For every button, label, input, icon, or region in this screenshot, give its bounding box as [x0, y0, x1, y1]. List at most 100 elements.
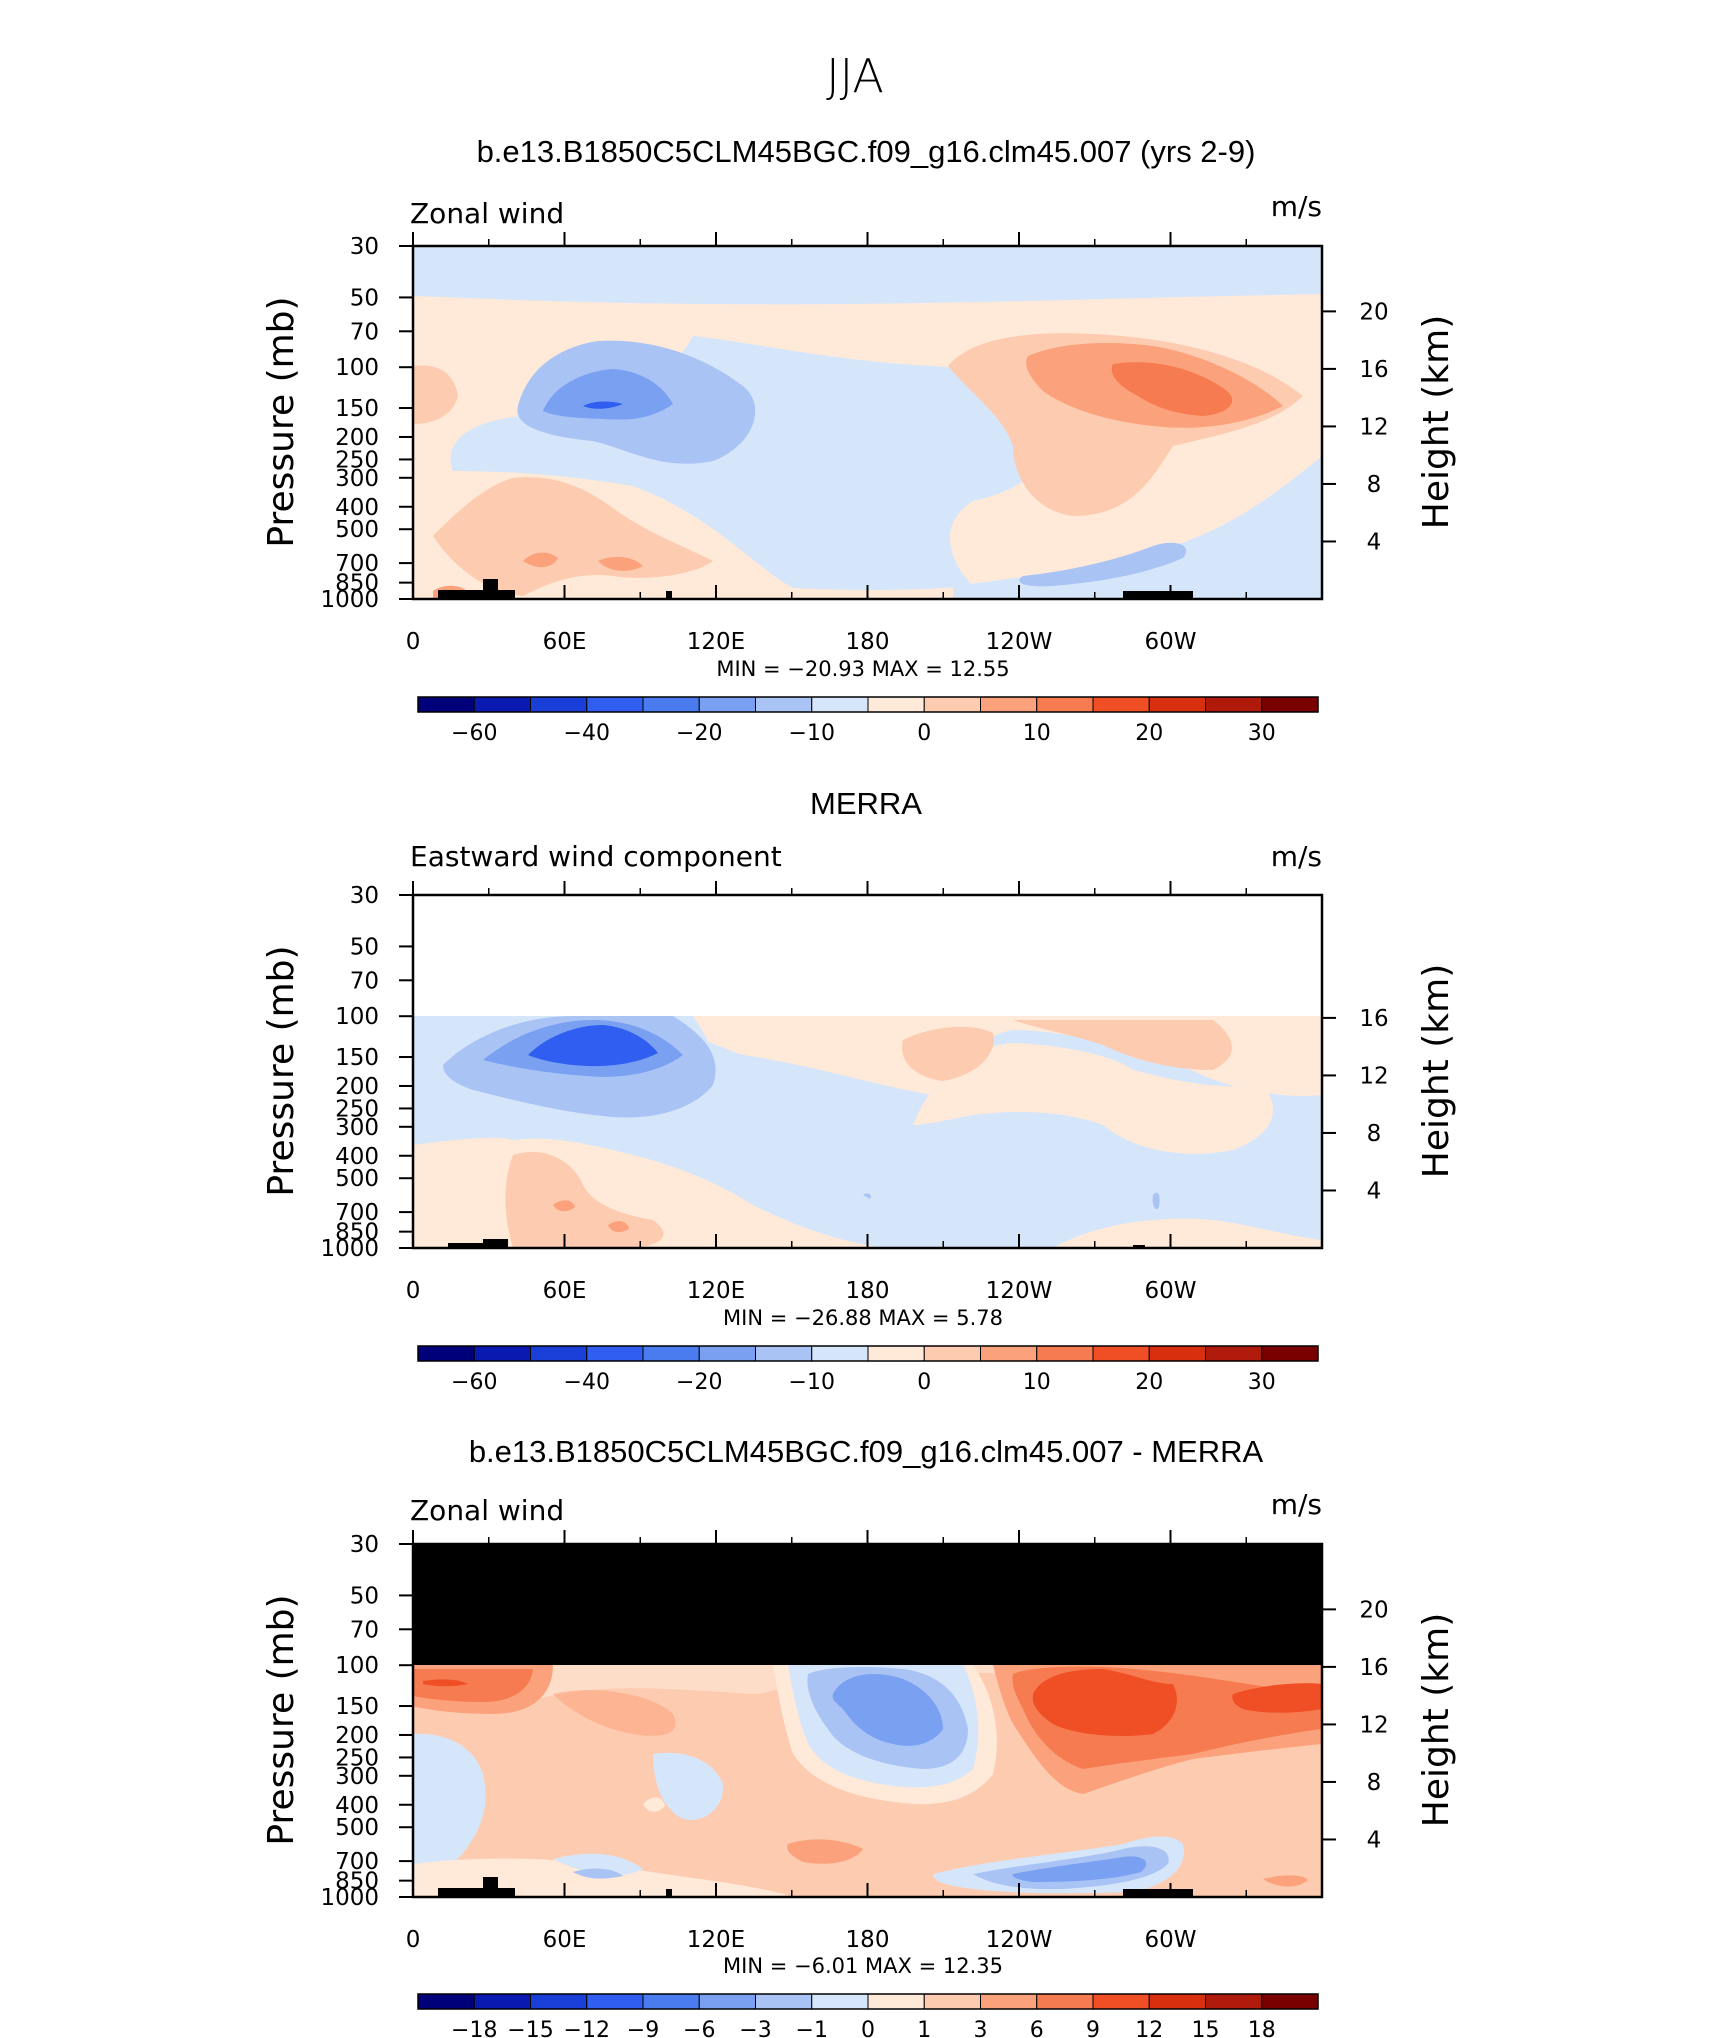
colorbar-swatch: [1092, 696, 1150, 713]
height-axis: 16 12 8 4: [1322, 1006, 1389, 1204]
colorbar-swatch: [867, 1993, 925, 2010]
colorbar: −60 −40 −20 −10 0 10 20 30: [417, 696, 1319, 746]
y-tick-label: 70: [350, 1617, 379, 1643]
colorbar-label: −10: [789, 721, 835, 746]
colorbar: −60 −40 −20 −10 0 10 20 30: [417, 1345, 1319, 1395]
x-tick-label: 60E: [543, 1278, 587, 1304]
colorbar-label: 18: [1248, 2018, 1276, 2038]
colorbar-label: 20: [1135, 721, 1163, 746]
colorbar-swatch: [755, 1345, 813, 1362]
colorbar-label: −20: [676, 1370, 722, 1395]
colorbar-label: 9: [1086, 2018, 1100, 2038]
contour-field: [413, 246, 1322, 599]
colorbar-swatch: [1261, 1993, 1319, 2010]
y-tick-label: 850: [335, 1869, 379, 1895]
x-tick-label: 180: [846, 629, 890, 655]
y-tick-label: 400: [335, 1793, 379, 1819]
variable-label: Zonal wind: [410, 197, 564, 230]
units-label: m/s: [1271, 840, 1322, 873]
y-tick-label: 1000: [320, 1885, 379, 1911]
colorbar-swatch: [1036, 696, 1094, 713]
colorbar-swatch: [473, 1993, 531, 2010]
colorbar-swatch: [1205, 696, 1263, 713]
y-tick-label: 850: [335, 1220, 379, 1246]
x-tick-label: 0: [406, 1278, 421, 1304]
stats-label: MIN = −20.93 MAX = 12.55: [716, 657, 1009, 681]
colorbar-swatch: [417, 1345, 475, 1362]
colorbar-swatch: [811, 696, 869, 713]
panel-title: b.e13.B1850C5CLM45BGC.f09_g16.clm45.007 …: [469, 1434, 1264, 1469]
height-tick-label: 8: [1367, 472, 1382, 498]
y-tick-label: 250: [335, 447, 379, 473]
height-tick-label: 8: [1367, 1770, 1382, 1796]
colorbar-swatch: [923, 696, 981, 713]
height-tick-label: 12: [1359, 1063, 1388, 1089]
y-tick-label: 700: [335, 551, 379, 577]
y-tick-label: 200: [335, 425, 379, 451]
y-tick-label: 150: [335, 1045, 379, 1071]
height-tick-label: 4: [1367, 529, 1382, 555]
y-tick-label: 30: [350, 883, 379, 909]
x-tick-label: 0: [406, 1927, 421, 1953]
y-tick-label: 100: [335, 355, 379, 381]
x-tick-label: 0: [406, 629, 421, 655]
colorbar-swatch: [698, 1993, 756, 2010]
variable-label: Eastward wind component: [410, 840, 782, 873]
y-tick-label: 50: [350, 285, 379, 311]
height-tick-label: 4: [1367, 1827, 1382, 1853]
y-tick-label: 400: [335, 495, 379, 521]
stats-label: MIN = −6.01 MAX = 12.35: [723, 1954, 1003, 1978]
x-tick-label: 180: [846, 1927, 890, 1953]
colorbar-label: −60: [451, 1370, 497, 1395]
y-tick-label: 100: [335, 1653, 379, 1679]
colorbar-label: 30: [1248, 1370, 1276, 1395]
y-tick-label: 1000: [320, 587, 379, 613]
colorbar-swatch: [698, 1345, 756, 1362]
colorbar-swatch: [755, 696, 813, 713]
units-label: m/s: [1271, 190, 1322, 223]
y-tick-label: 300: [335, 1115, 379, 1141]
height-tick-label: 20: [1359, 299, 1388, 325]
colorbar-swatch: [642, 1993, 700, 2010]
colorbar-label: −3: [739, 2018, 771, 2038]
x-axis: 0 60E 120E 180 120W 60W: [406, 1530, 1247, 1953]
stats-label: MIN = −26.88 MAX = 5.78: [723, 1306, 1003, 1330]
height-axis: 20 16 12 8 4: [1322, 299, 1389, 555]
figure-title: JJA: [826, 49, 884, 103]
y-tick-label: 70: [350, 968, 379, 994]
colorbar-swatch: [980, 1345, 1038, 1362]
colorbar-label: 1: [917, 2018, 931, 2038]
x-tick-label: 60W: [1144, 1278, 1196, 1304]
colorbar-swatch: [811, 1993, 869, 2010]
colorbar-swatch: [586, 1993, 644, 2010]
y-tick-label: 400: [335, 1144, 379, 1170]
colorbar-label: 3: [974, 2018, 988, 2038]
panel-model: b.e13.B1850C5CLM45BGC.f09_g16.clm45.007 …: [261, 134, 1457, 746]
y-tick-label: 200: [335, 1074, 379, 1100]
colorbar-swatch: [923, 1345, 981, 1362]
colorbar-swatch: [642, 696, 700, 713]
y-tick-label: 700: [335, 1849, 379, 1875]
x-tick-label: 120W: [986, 1927, 1053, 1953]
y-tick-label: 30: [350, 1532, 379, 1558]
x-tick-label: 120W: [986, 629, 1053, 655]
y-tick-label: 30: [350, 234, 379, 260]
colorbar-swatch: [867, 696, 925, 713]
y-tick-label: 300: [335, 466, 379, 492]
colorbar-swatch: [923, 1993, 981, 2010]
colorbar-label: 10: [1023, 721, 1051, 746]
colorbar-label: −60: [451, 721, 497, 746]
colorbar-swatch: [1261, 1345, 1319, 1362]
x-tick-label: 60W: [1144, 1927, 1196, 1953]
y2-axis-title: Height (km): [1416, 1613, 1457, 1827]
panel-merra: MERRA Eastward wind component m/s: [261, 786, 1457, 1395]
colorbar-label: 0: [917, 1370, 931, 1395]
colorbar-label: 10: [1023, 1370, 1051, 1395]
colorbar-label: −12: [564, 2018, 610, 2038]
y2-axis-title: Height (km): [1416, 315, 1457, 529]
colorbar-label: 0: [861, 2018, 875, 2038]
height-tick-label: 16: [1359, 1006, 1388, 1032]
